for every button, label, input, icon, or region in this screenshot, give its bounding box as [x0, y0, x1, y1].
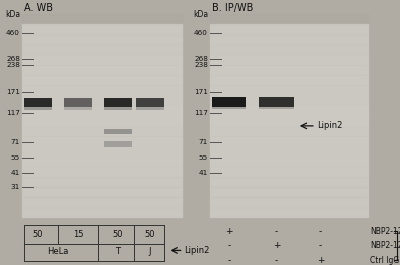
Text: 238: 238	[6, 63, 20, 68]
Text: Lipin2: Lipin2	[184, 246, 210, 255]
Text: 71: 71	[11, 139, 20, 145]
Text: kDa: kDa	[5, 10, 20, 19]
Bar	[136, 98, 164, 107]
Bar	[210, 167, 368, 176]
Text: +: +	[273, 241, 280, 250]
Bar	[24, 107, 52, 110]
Text: NBP2-12784: NBP2-12784	[370, 241, 400, 250]
Text: J: J	[149, 247, 151, 256]
Text: Ctrl IgG: Ctrl IgG	[370, 256, 399, 265]
Bar	[22, 96, 182, 105]
Bar	[259, 107, 294, 109]
Bar	[259, 96, 294, 107]
Text: 50: 50	[33, 230, 43, 239]
Text: -: -	[227, 256, 230, 265]
Bar	[22, 45, 182, 54]
Bar	[210, 208, 368, 217]
Bar	[22, 14, 182, 24]
Bar	[22, 34, 182, 44]
Text: Lipin2: Lipin2	[317, 121, 342, 130]
Bar	[22, 177, 182, 187]
Text: 41: 41	[11, 170, 20, 176]
Bar	[64, 98, 92, 107]
Bar	[210, 55, 368, 65]
Bar	[22, 187, 182, 197]
Text: B. IP/WB: B. IP/WB	[212, 3, 253, 13]
Bar	[22, 85, 182, 95]
Bar	[210, 136, 368, 146]
Text: 460: 460	[194, 30, 208, 36]
Bar	[210, 106, 368, 116]
Text: 460: 460	[6, 30, 20, 36]
Text: -: -	[319, 227, 322, 236]
Bar	[22, 126, 182, 136]
Bar	[22, 65, 182, 75]
Bar	[210, 14, 368, 24]
Bar	[210, 157, 368, 166]
Text: 171: 171	[194, 89, 208, 95]
Text: 268: 268	[6, 56, 20, 62]
Text: 50: 50	[145, 230, 155, 239]
Text: 268: 268	[194, 56, 208, 62]
Text: NBP2-12783: NBP2-12783	[370, 227, 400, 236]
Bar	[210, 96, 368, 105]
Bar	[24, 98, 52, 107]
Bar	[22, 24, 182, 217]
Bar	[22, 106, 182, 116]
Text: 117: 117	[194, 110, 208, 116]
Bar	[210, 85, 368, 95]
Text: 55: 55	[199, 155, 208, 161]
Bar	[104, 98, 132, 107]
Text: T: T	[116, 247, 120, 256]
Text: 55: 55	[11, 155, 20, 161]
Bar	[64, 107, 92, 110]
Text: +: +	[225, 227, 233, 236]
Bar	[210, 177, 368, 187]
Bar	[210, 75, 368, 85]
Bar	[212, 96, 246, 107]
Text: 117: 117	[6, 110, 20, 116]
Text: 238: 238	[194, 63, 208, 68]
Text: -: -	[319, 241, 322, 250]
Bar	[22, 75, 182, 85]
Bar	[210, 65, 368, 75]
Bar	[212, 107, 246, 109]
Bar	[210, 24, 368, 217]
Bar	[210, 24, 368, 34]
Bar	[22, 157, 182, 166]
Bar	[22, 167, 182, 176]
Text: -: -	[275, 227, 278, 236]
Bar	[22, 136, 182, 146]
Bar	[22, 24, 182, 34]
Bar	[22, 116, 182, 126]
Text: IP: IP	[399, 241, 400, 250]
Text: 71: 71	[199, 139, 208, 145]
Bar	[210, 126, 368, 136]
Bar	[104, 107, 132, 110]
Bar	[210, 147, 368, 156]
Bar	[210, 187, 368, 197]
Text: -: -	[227, 241, 230, 250]
Bar	[210, 45, 368, 54]
Text: kDa: kDa	[193, 10, 208, 19]
Text: +: +	[317, 256, 324, 265]
Bar	[136, 107, 164, 110]
Text: 50: 50	[113, 230, 123, 239]
Text: A. WB: A. WB	[24, 3, 53, 13]
Bar	[22, 147, 182, 156]
Bar	[22, 197, 182, 207]
Bar	[104, 129, 132, 134]
Text: 31: 31	[11, 184, 20, 190]
Bar	[22, 208, 182, 217]
Bar	[210, 197, 368, 207]
Text: 41: 41	[199, 170, 208, 176]
Bar	[210, 34, 368, 44]
Bar	[22, 55, 182, 65]
Text: 15: 15	[73, 230, 83, 239]
Text: HeLa: HeLa	[47, 247, 69, 256]
Text: 171: 171	[6, 89, 20, 95]
Bar	[210, 116, 368, 126]
Bar	[104, 141, 132, 147]
Text: -: -	[275, 256, 278, 265]
